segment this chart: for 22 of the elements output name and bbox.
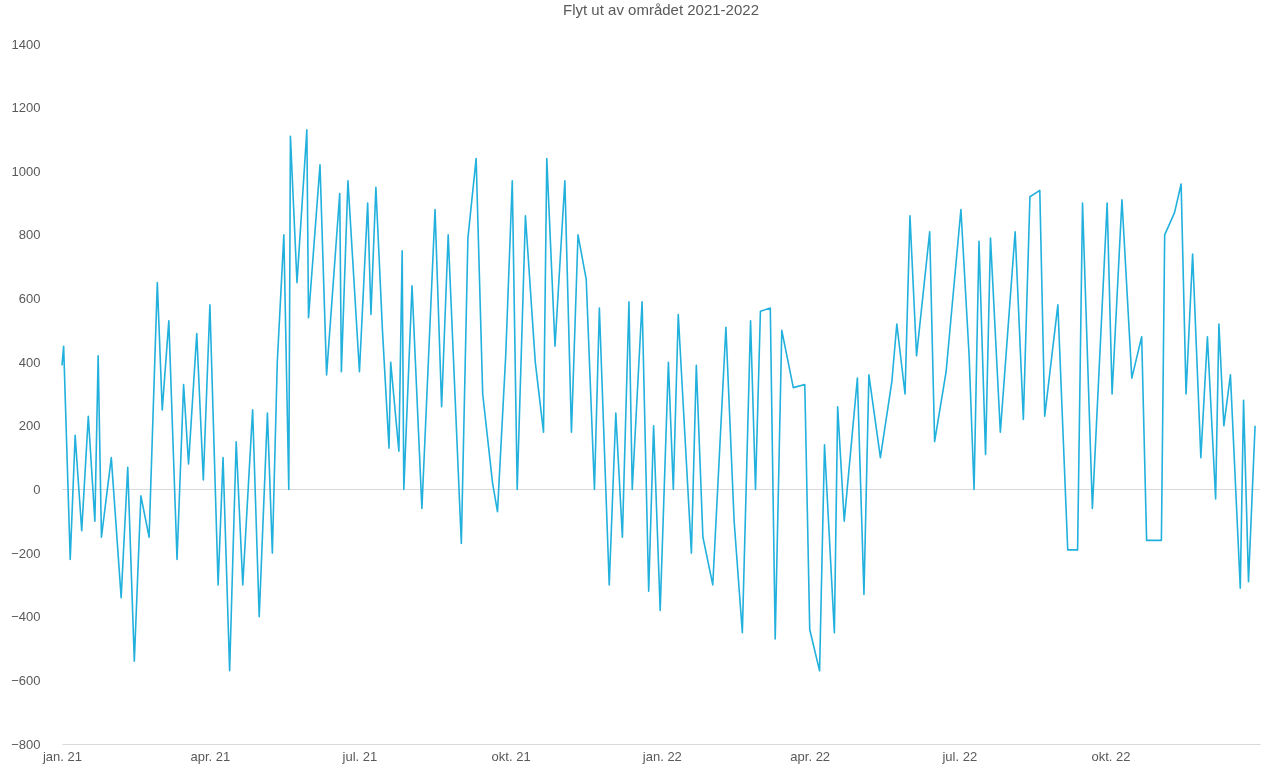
- x-tick-label: okt. 22: [1091, 748, 1131, 764]
- y-tick-label: −200: [11, 545, 41, 561]
- y-tick-label: 600: [18, 291, 41, 307]
- y-tick-label: −800: [11, 736, 41, 752]
- x-tick-label: jan. 22: [641, 748, 682, 764]
- y-tick-label: −400: [11, 609, 41, 625]
- y-tick-label: 1400: [11, 36, 41, 52]
- x-tick-label: okt. 21: [491, 748, 531, 764]
- y-tick-label: 0: [33, 481, 41, 497]
- y-tick-label: 200: [18, 418, 41, 434]
- y-tick-label: −600: [11, 672, 41, 688]
- x-tick-label: apr. 22: [790, 748, 831, 764]
- y-tick-label: 1000: [11, 163, 41, 179]
- line-series: [61, 129, 1256, 672]
- y-tick-label: 400: [18, 354, 41, 370]
- y-tick-label: 800: [18, 227, 41, 243]
- chart-title: Flyt ut av området 2021-2022: [563, 1, 759, 18]
- x-tick-label: jul. 21: [341, 748, 378, 764]
- y-tick-label: 1200: [11, 100, 41, 116]
- x-tick-label: apr. 21: [190, 748, 231, 764]
- x-tick-label: jan. 21: [41, 748, 83, 764]
- x-tick-label: jul. 22: [941, 748, 978, 764]
